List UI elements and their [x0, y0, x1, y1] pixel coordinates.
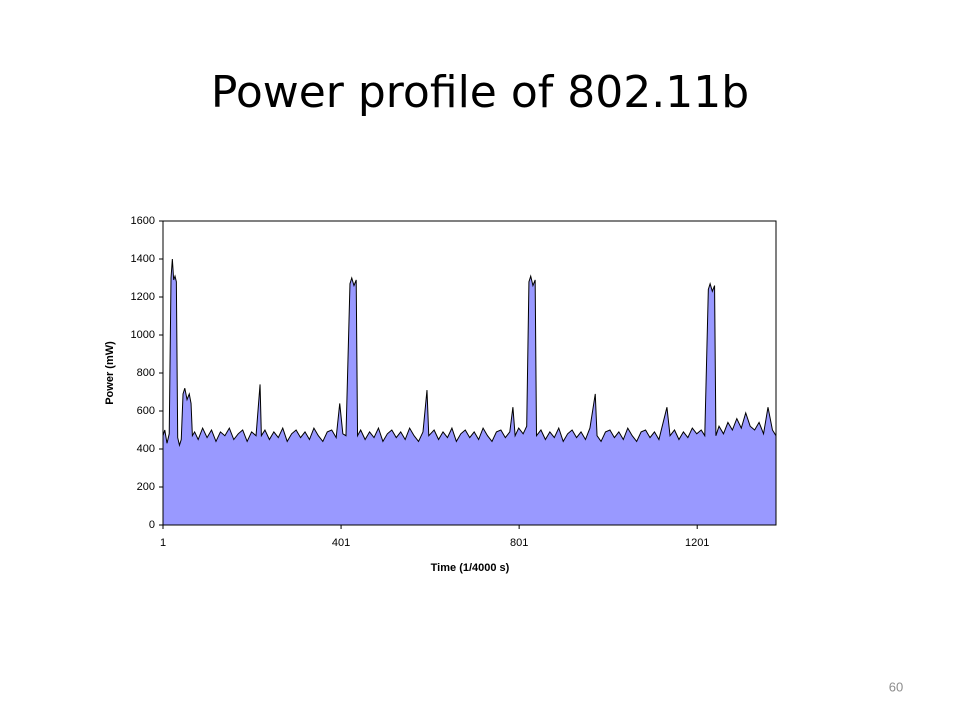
y-tick-label: 600 — [137, 405, 155, 417]
y-tick-label: 1400 — [131, 253, 155, 265]
line — [162, 258, 777, 448]
x-axis-label: Time (1/4000 s) — [431, 562, 510, 574]
y-tick-label: 0 — [149, 519, 155, 531]
y-tick-label: 400 — [137, 443, 155, 455]
y-axis-label: Power (mW) — [104, 341, 116, 405]
y-tick-label: 1200 — [131, 291, 155, 303]
x-tick-label: 1201 — [685, 537, 709, 549]
area — [163, 259, 776, 525]
y-tick-label: 1000 — [131, 329, 155, 341]
slide-title: Power profile of 802.11b — [211, 67, 749, 118]
y-tick-label: 200 — [137, 481, 155, 493]
page-number: 60 — [889, 679, 903, 694]
x-tick-label: 401 — [332, 537, 350, 549]
y-tick-label: 1600 — [131, 215, 155, 227]
x-tick-label: 1 — [160, 537, 166, 549]
x-tick-label: 801 — [510, 537, 528, 549]
y-tick-label: 800 — [137, 367, 155, 379]
